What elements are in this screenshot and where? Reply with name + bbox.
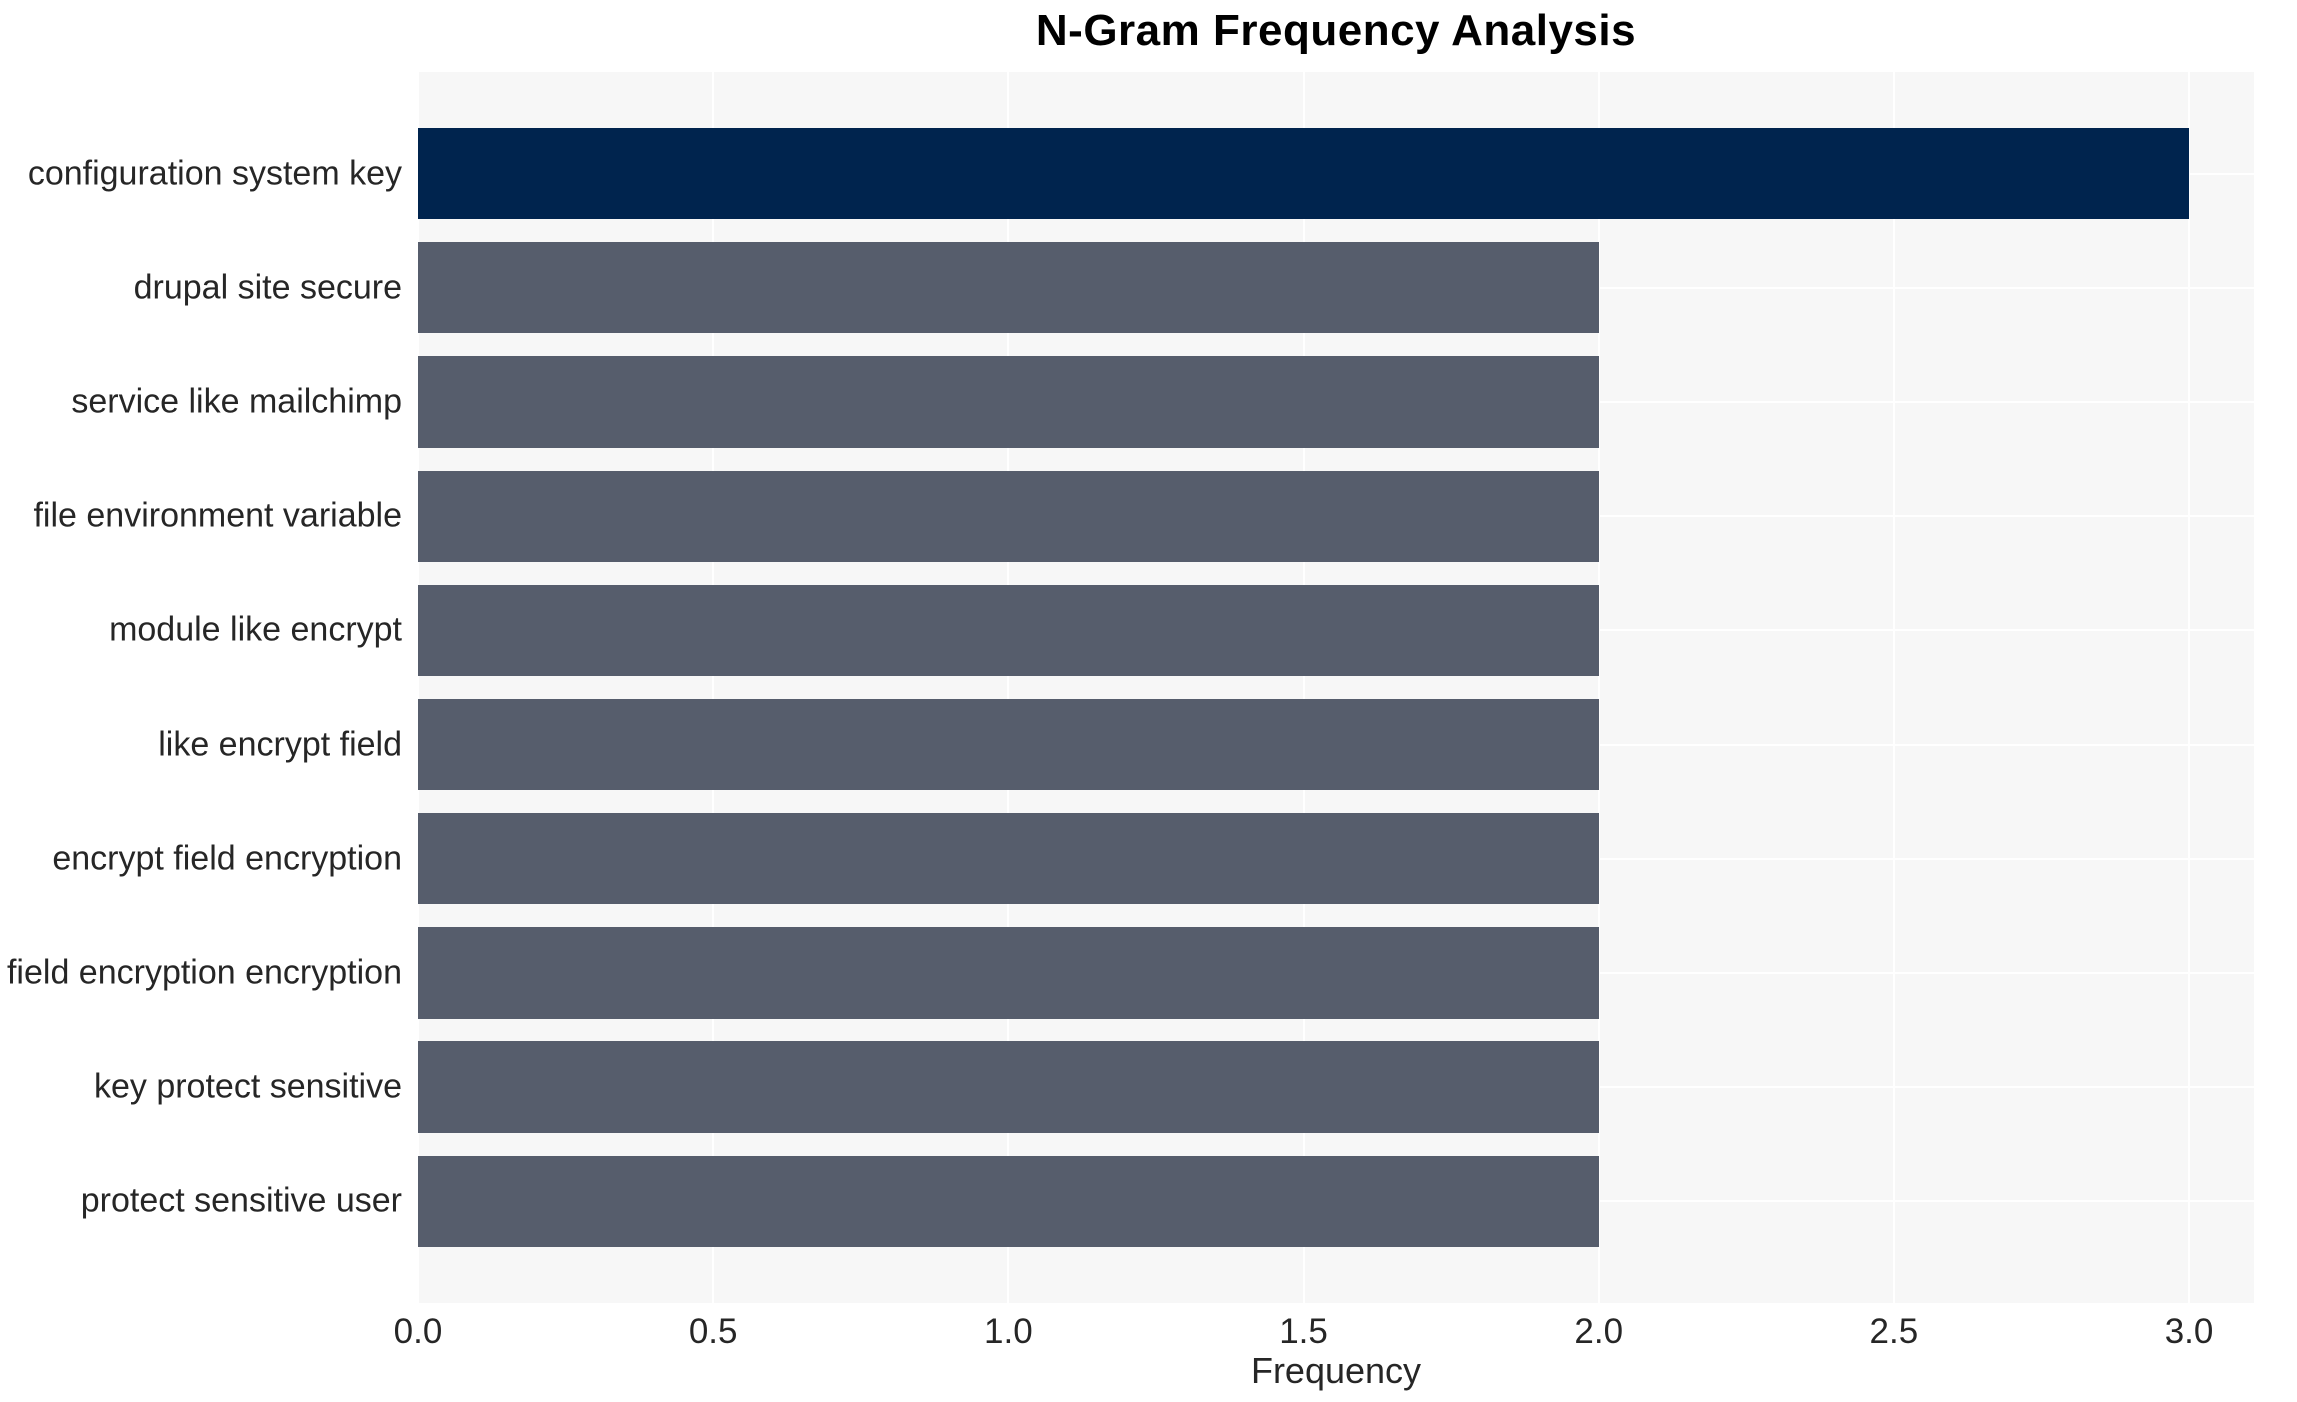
y-tick-label: module like encrypt xyxy=(109,610,402,649)
bar-file-environment-variable xyxy=(418,470,1599,562)
y-tick-label: like encrypt field xyxy=(158,725,402,764)
bar-protect-sensitive-user xyxy=(418,1155,1599,1248)
x-tick-label: 1.5 xyxy=(1279,1312,1328,1351)
x-tick-label: 3.0 xyxy=(2164,1312,2214,1351)
x-tick-label: 2.5 xyxy=(1869,1312,1919,1351)
bar-field-encryption-encryption xyxy=(418,927,1599,1019)
y-tick-label: drupal site secure xyxy=(133,268,402,307)
y-tick-label: key protect sensitive xyxy=(93,1067,402,1106)
chart-title: N-Gram Frequency Analysis xyxy=(1035,6,1637,55)
plot-area xyxy=(417,72,2254,1303)
x-tick-label: 1.0 xyxy=(984,1312,1033,1351)
y-tick-label: configuration system key xyxy=(27,154,402,193)
gridline-vertical xyxy=(1597,72,1600,1303)
gridline-vertical xyxy=(2188,72,2191,1303)
x-tick-label: 0.5 xyxy=(688,1312,738,1351)
bar-module-like-encrypt xyxy=(418,584,1599,677)
gridline-vertical xyxy=(712,72,715,1303)
y-tick-label: field encryption encryption xyxy=(6,953,402,992)
x-tick-label: 2.0 xyxy=(1574,1312,1624,1351)
bar-service-like-mailchimp xyxy=(418,356,1599,448)
y-tick-label: service like mailchimp xyxy=(71,382,402,421)
x-axis-title: Frequency xyxy=(1250,1350,1422,1391)
bar-key-protect-sensitive xyxy=(418,1041,1599,1133)
y-tick-label: file environment variable xyxy=(33,496,402,535)
x-tick-label: 0.0 xyxy=(393,1312,443,1351)
bar-like-encrypt-field xyxy=(418,698,1599,791)
bar-encrypt-field-encryption xyxy=(418,813,1599,905)
gridline-vertical xyxy=(1302,72,1305,1303)
bar-drupal-site-secure xyxy=(418,242,1599,334)
gridline-vertical xyxy=(1007,72,1010,1303)
gridline-vertical xyxy=(417,72,419,1303)
bar-configuration-system-key xyxy=(418,127,2190,220)
y-tick-label: protect sensitive user xyxy=(80,1181,402,1220)
gridline-vertical xyxy=(1892,72,1895,1303)
y-tick-label: encrypt field encryption xyxy=(52,839,402,878)
